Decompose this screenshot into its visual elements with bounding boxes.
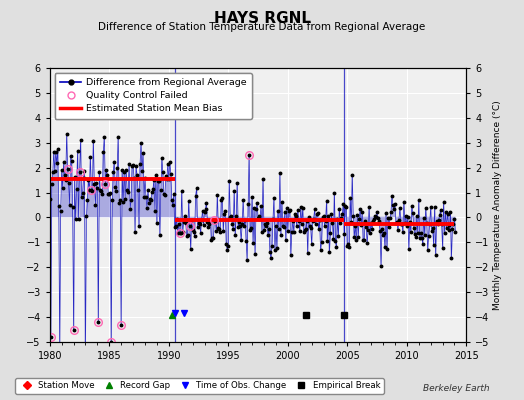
Text: Difference of Station Temperature Data from Regional Average: Difference of Station Temperature Data f… (99, 22, 425, 32)
Y-axis label: Monthly Temperature Anomaly Difference (°C): Monthly Temperature Anomaly Difference (… (493, 100, 501, 310)
Legend: Station Move, Record Gap, Time of Obs. Change, Empirical Break: Station Move, Record Gap, Time of Obs. C… (15, 378, 384, 394)
Legend: Difference from Regional Average, Quality Control Failed, Estimated Station Mean: Difference from Regional Average, Qualit… (54, 73, 252, 119)
Text: HAYS RGNL: HAYS RGNL (213, 11, 311, 26)
Text: Berkeley Earth: Berkeley Earth (423, 384, 490, 393)
